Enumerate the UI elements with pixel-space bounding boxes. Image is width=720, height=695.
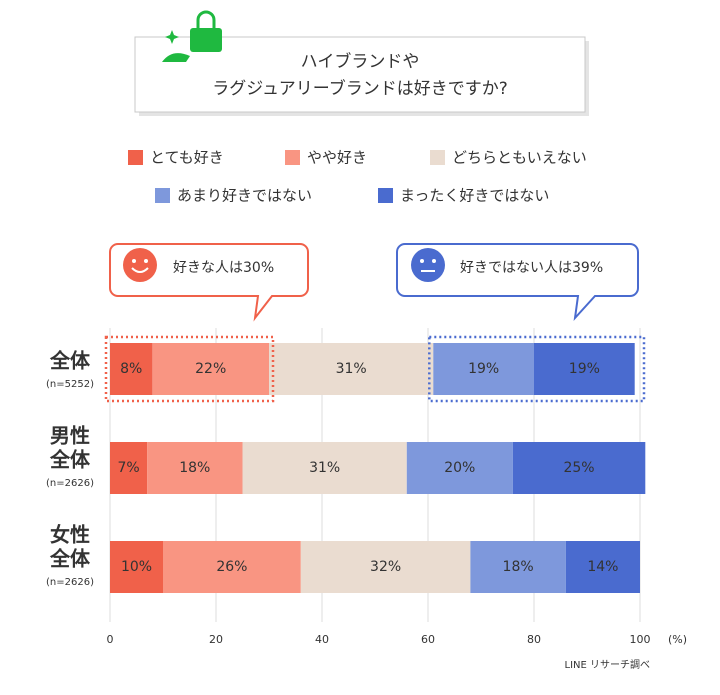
legend-swatch xyxy=(285,150,300,165)
source: LINE リサーチ調べ xyxy=(565,658,651,671)
legend-label: あまり好きではない xyxy=(177,187,312,205)
legend-swatch xyxy=(155,188,170,203)
bar-segment xyxy=(534,343,635,395)
x-tick-label: 20 xyxy=(209,633,223,646)
value-label: 18% xyxy=(179,460,210,476)
smiley-icon xyxy=(123,248,157,282)
value-label: 31% xyxy=(336,361,367,377)
bar-segment xyxy=(110,343,153,395)
value-label: 31% xyxy=(309,460,340,476)
callout-like xyxy=(109,243,309,322)
x-tick-label: 80 xyxy=(527,633,541,646)
value-label: 20% xyxy=(444,460,475,476)
category-label: 全体 xyxy=(49,349,91,373)
title-line: ハイブランドや xyxy=(301,51,420,72)
x-tick-label: 40 xyxy=(315,633,329,646)
category-label: 男性 xyxy=(50,424,90,448)
bar-segment xyxy=(152,343,269,395)
x-tick-label: 60 xyxy=(421,633,435,646)
bar-segment xyxy=(433,343,534,395)
bar-segment xyxy=(470,541,566,593)
legend-label: まったく好きではない xyxy=(400,187,549,205)
sample-size: (n=2626) xyxy=(46,577,94,588)
bar-segment xyxy=(565,541,640,593)
legend-label: どちらともいえない xyxy=(452,149,587,167)
callout-dislike xyxy=(396,243,639,322)
category-label: 女性 xyxy=(50,523,90,547)
annotation: 好きな人は30% xyxy=(173,260,274,276)
value-label: 25% xyxy=(563,460,594,476)
legend-swatch xyxy=(430,150,445,165)
value-label: 22% xyxy=(195,361,226,377)
value-label: 10% xyxy=(121,559,152,575)
x-tick-label: 0 xyxy=(107,633,114,646)
value-label: 19% xyxy=(569,361,600,377)
sample-size: (n=5252) xyxy=(46,379,94,390)
bag-icon xyxy=(162,10,222,62)
neutral-face-icon xyxy=(411,248,445,282)
x-unit: (%) xyxy=(668,633,687,646)
bar-segment xyxy=(269,343,434,395)
value-label: 19% xyxy=(468,361,499,377)
bar-segment xyxy=(242,442,407,494)
legend-label: とても好き xyxy=(150,149,224,167)
legend-label: やや好き xyxy=(307,149,367,167)
x-tick-label: 100 xyxy=(630,633,651,646)
category-label: 全体 xyxy=(49,448,91,472)
value-label: 18% xyxy=(503,559,534,575)
annotation: 好きではない人は39% xyxy=(460,260,603,276)
value-label: 14% xyxy=(587,559,618,575)
highlight-like xyxy=(104,335,275,403)
value-label: 32% xyxy=(370,559,401,575)
bar-segment xyxy=(110,541,163,593)
value-label: 8% xyxy=(120,361,142,377)
legend-swatch xyxy=(128,150,143,165)
bar-segment xyxy=(110,442,148,494)
bar-segment xyxy=(512,442,646,494)
value-label: 7% xyxy=(117,460,139,476)
sample-size: (n=2626) xyxy=(46,478,94,489)
bar-segment xyxy=(163,541,301,593)
bar-segment xyxy=(406,442,513,494)
category-label: 全体 xyxy=(49,547,91,571)
bar-segment xyxy=(147,442,243,494)
highlight-dislike xyxy=(428,335,646,403)
value-label: 26% xyxy=(216,559,247,575)
bar-segment xyxy=(300,541,471,593)
legend-swatch xyxy=(378,188,393,203)
title-line: ラグジュアリーブランドは好きですか? xyxy=(212,78,507,99)
